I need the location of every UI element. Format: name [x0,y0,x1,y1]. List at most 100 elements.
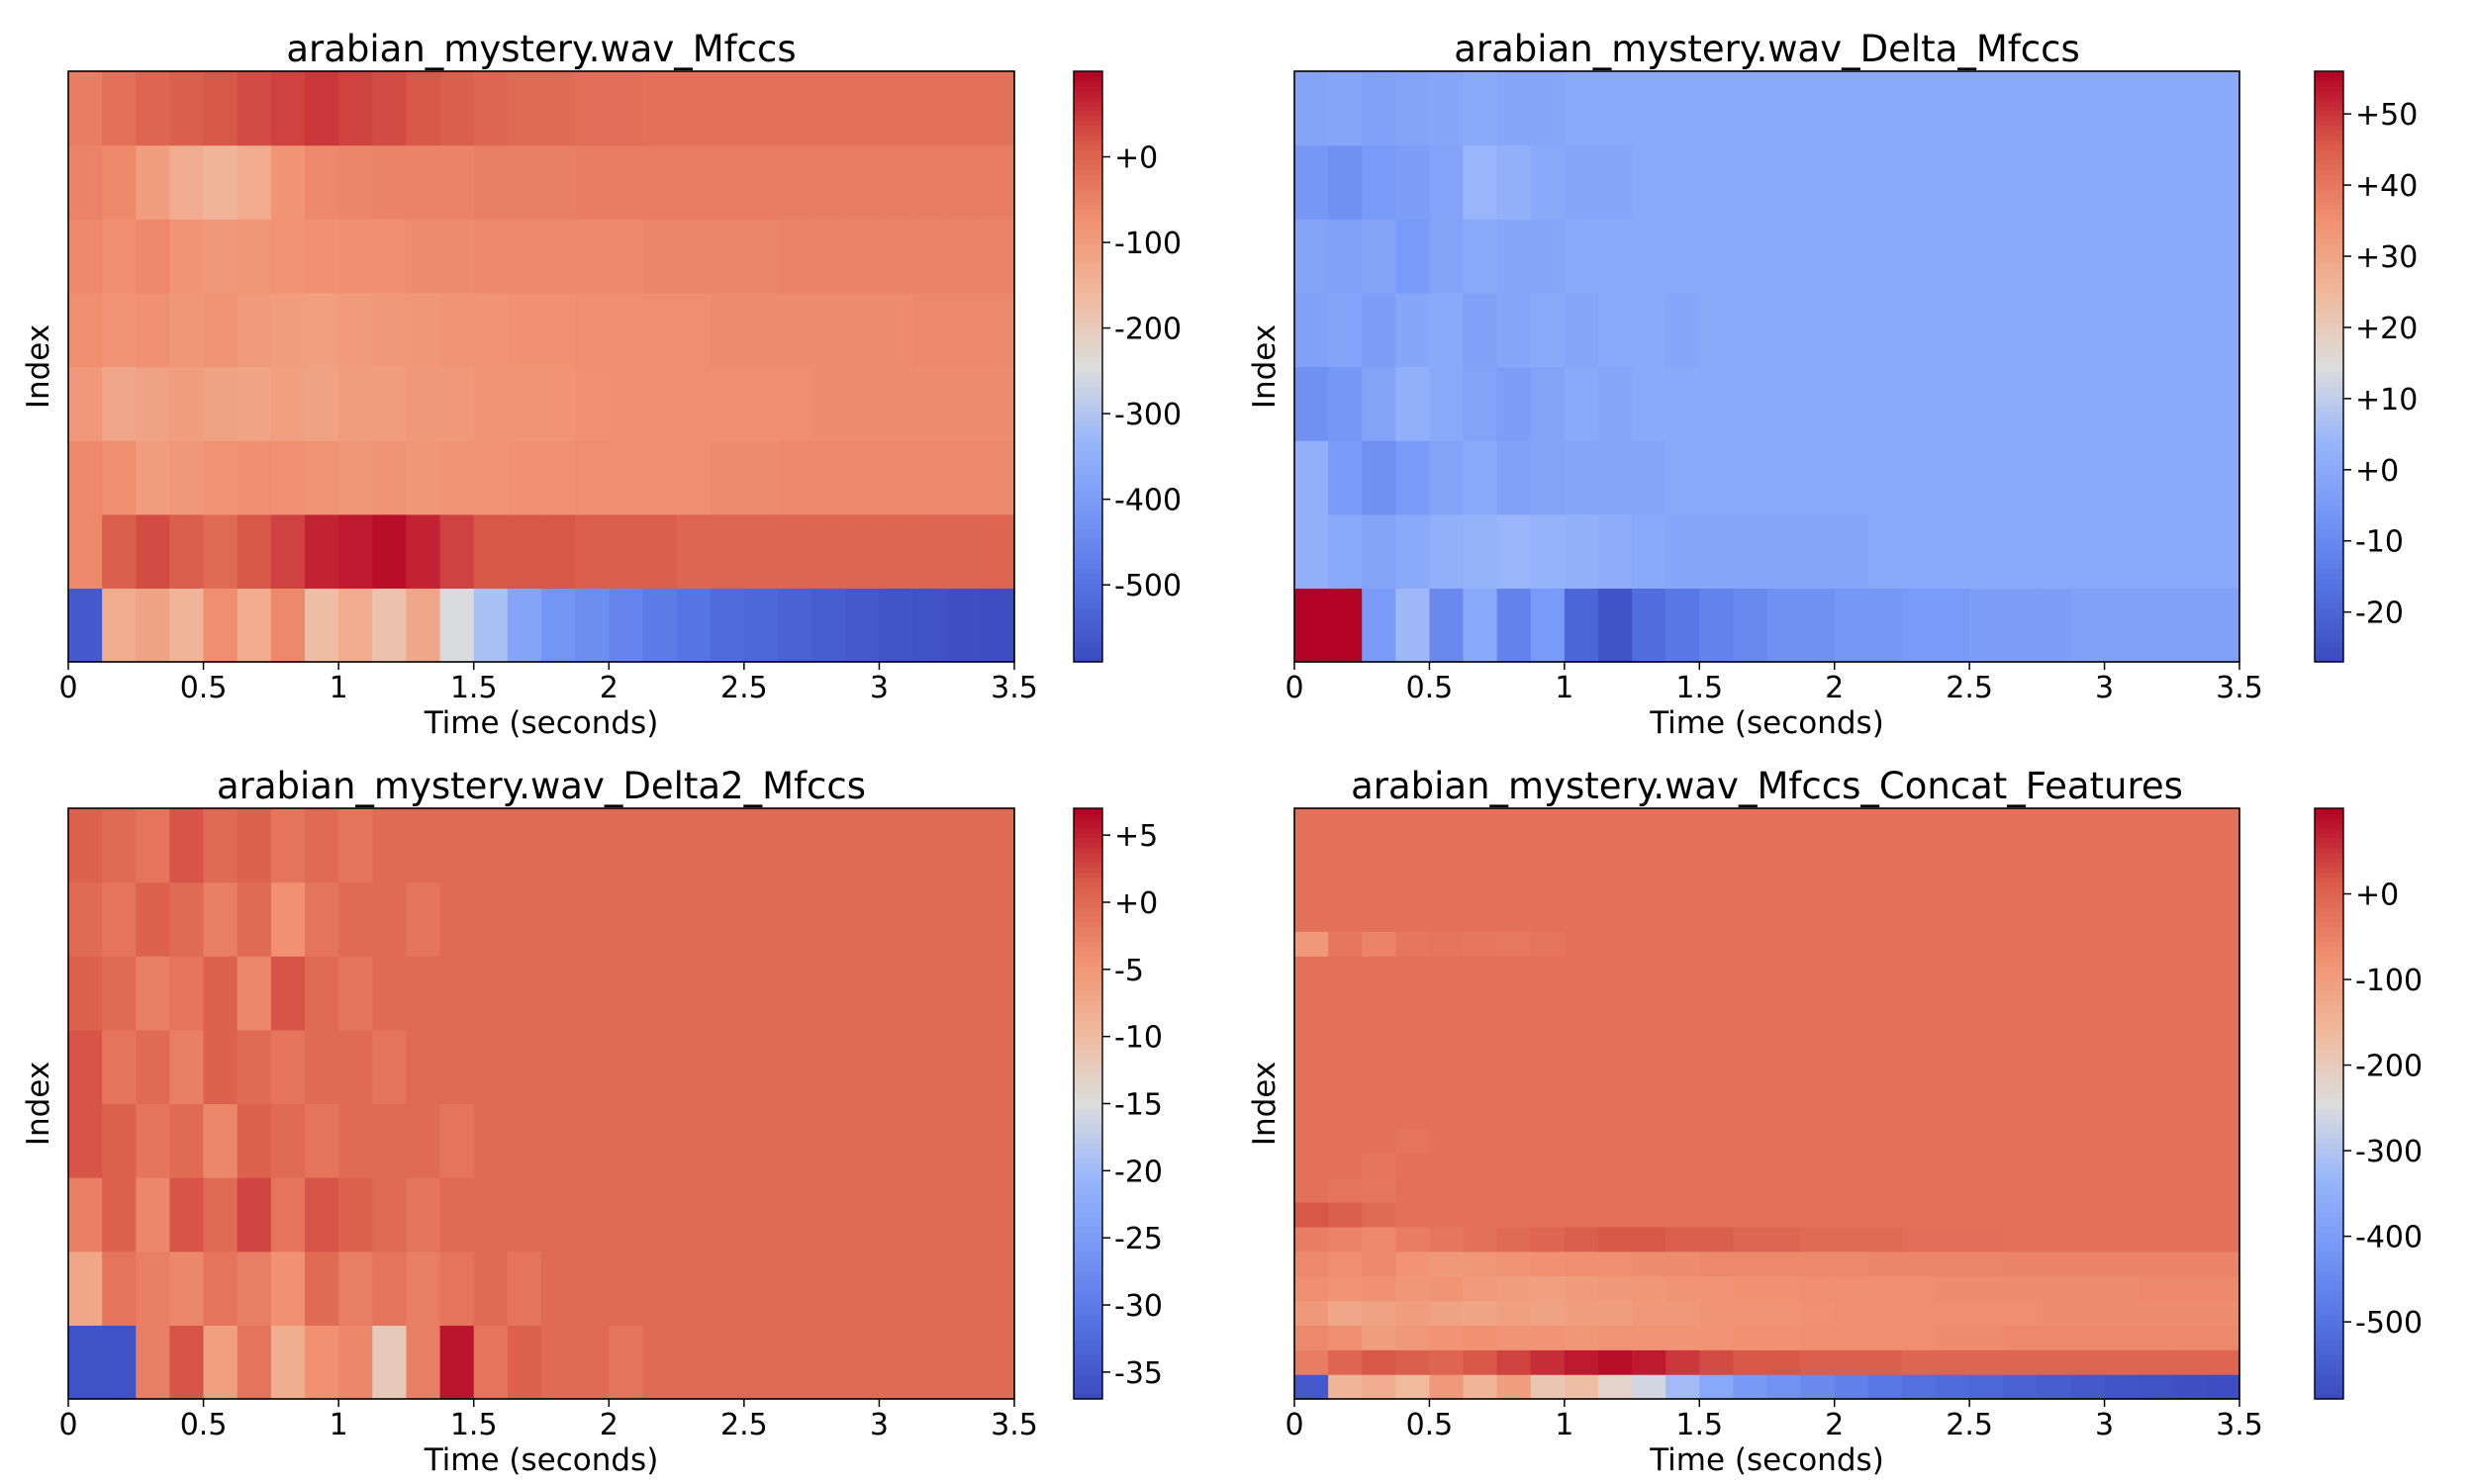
colorbar-segment [2315,391,2343,397]
heatmap-cell [473,513,509,589]
colorbar-segment [2315,1241,2343,1248]
heatmap-cell [1936,144,1970,220]
heatmap-cell [676,1029,712,1105]
heatmap-cell [2070,1325,2106,1350]
colorbar-segment [1074,837,1102,844]
heatmap-cell [2104,857,2140,883]
colorbar-segment [1074,1044,1102,1051]
heatmap-cell [1463,1005,1498,1031]
colorbar-tick-label: -300 [2355,1135,2423,1169]
heatmap-cell [946,513,982,589]
heatmap-cell [1530,808,1566,834]
heatmap-cell [710,1029,745,1105]
heatmap-cell [2138,588,2173,663]
heatmap-cell [811,366,846,441]
heatmap-cell [2104,1103,2140,1129]
heatmap-cell [2205,1275,2240,1302]
heatmap-cell [1733,980,1768,1006]
heatmap-cell [1733,513,1768,589]
heatmap-cell [2104,808,2140,834]
colorbar-segment [2315,1369,2343,1375]
colorbar-segment [1074,1226,1102,1233]
colorbar-segment [1074,985,1102,991]
heatmap-cell [2070,832,2106,859]
heatmap-cell [1665,931,1700,957]
colorbar-segment [1074,214,1102,220]
heatmap-cell [338,1177,373,1252]
heatmap-cell [1632,1128,1666,1154]
colorbar-segment [2315,1255,2343,1262]
heatmap-cell [879,956,914,1031]
heatmap-cell [2104,881,2140,908]
colorbar-segment [1074,1359,1102,1365]
colorbar-segment [2315,71,2343,77]
colorbar-segment [2315,416,2343,421]
heatmap-cell [743,588,779,663]
heatmap-cell [2138,144,2173,220]
heatmap-cell [946,956,982,1031]
heatmap-cell [1901,1300,1937,1326]
colorbar-segment [1074,297,1102,304]
heatmap-cell [1969,1103,2004,1129]
colorbar-segment [1074,1088,1102,1095]
heatmap-cell [203,440,238,515]
heatmap-cell [2037,1054,2072,1080]
heatmap-cell [845,1177,881,1252]
heatmap-cell [1463,1029,1498,1056]
heatmap-cell [946,1177,982,1252]
heatmap-cell [1800,832,1836,859]
heatmap-cell [879,1103,914,1178]
heatmap-cell [710,1325,745,1400]
heatmap-cell [439,144,475,220]
heatmap-cell [2037,956,2072,981]
colorbar-segment [2315,331,2343,338]
colorbar-segment [1074,504,1102,510]
heatmap-cell [2003,1054,2038,1080]
heatmap-cell [1362,1029,1396,1056]
heatmap-cell [102,440,137,515]
colorbar-segment [1074,1389,1102,1395]
heatmap-cell [1834,1078,1869,1105]
heatmap-cell [1429,1226,1465,1252]
heatmap-cell [1632,1005,1666,1031]
heatmap-cell [1564,292,1599,368]
colorbar-tick-label: -200 [1114,313,1182,347]
heatmap-cell [2070,1054,2106,1080]
colorbar-segment [2315,80,2343,87]
heatmap-cell [1733,1103,1768,1129]
heatmap-cell [2138,1054,2173,1080]
colorbar-segment [1074,598,1102,603]
heatmap-cell [2070,1226,2106,1252]
heatmap-cell [2205,1005,2240,1031]
heatmap-cell [1800,1078,1836,1105]
heatmap-cell [237,881,272,957]
heatmap-cell [609,366,644,441]
heatmap-cell [1632,832,1666,859]
heatmap-cell [2070,980,2106,1006]
colorbar-segment [2315,857,2343,864]
colorbar-segment [1074,1374,1102,1380]
heatmap-cell [507,440,542,515]
heatmap-cell [1294,440,1329,515]
heatmap-cell [2138,1226,2173,1252]
colorbar-segment [1074,331,1102,338]
colorbar-segment [2315,277,2343,284]
heatmap-cell [1936,292,1970,368]
heatmap-cell [1665,366,1700,441]
heatmap-cell [1969,1325,2004,1350]
heatmap-cell [1496,956,1532,981]
heatmap-cell [203,144,238,220]
heatmap-cell [1463,1202,1498,1228]
heatmap-cell [1530,881,1566,908]
heatmap-cell [1294,1374,1329,1400]
colorbar-segment [1074,568,1102,575]
heatmap-cell [1800,1374,1836,1400]
heatmap-cell [980,956,1015,1031]
colorbar-segment [2315,1014,2343,1021]
heatmap-cell [1564,1300,1599,1326]
heatmap-cell [1463,440,1498,515]
heatmap-cell [1699,1128,1734,1154]
colorbar-segment [1074,1197,1102,1203]
heatmap-cell [2171,1177,2207,1203]
heatmap-cell [1733,588,1768,663]
